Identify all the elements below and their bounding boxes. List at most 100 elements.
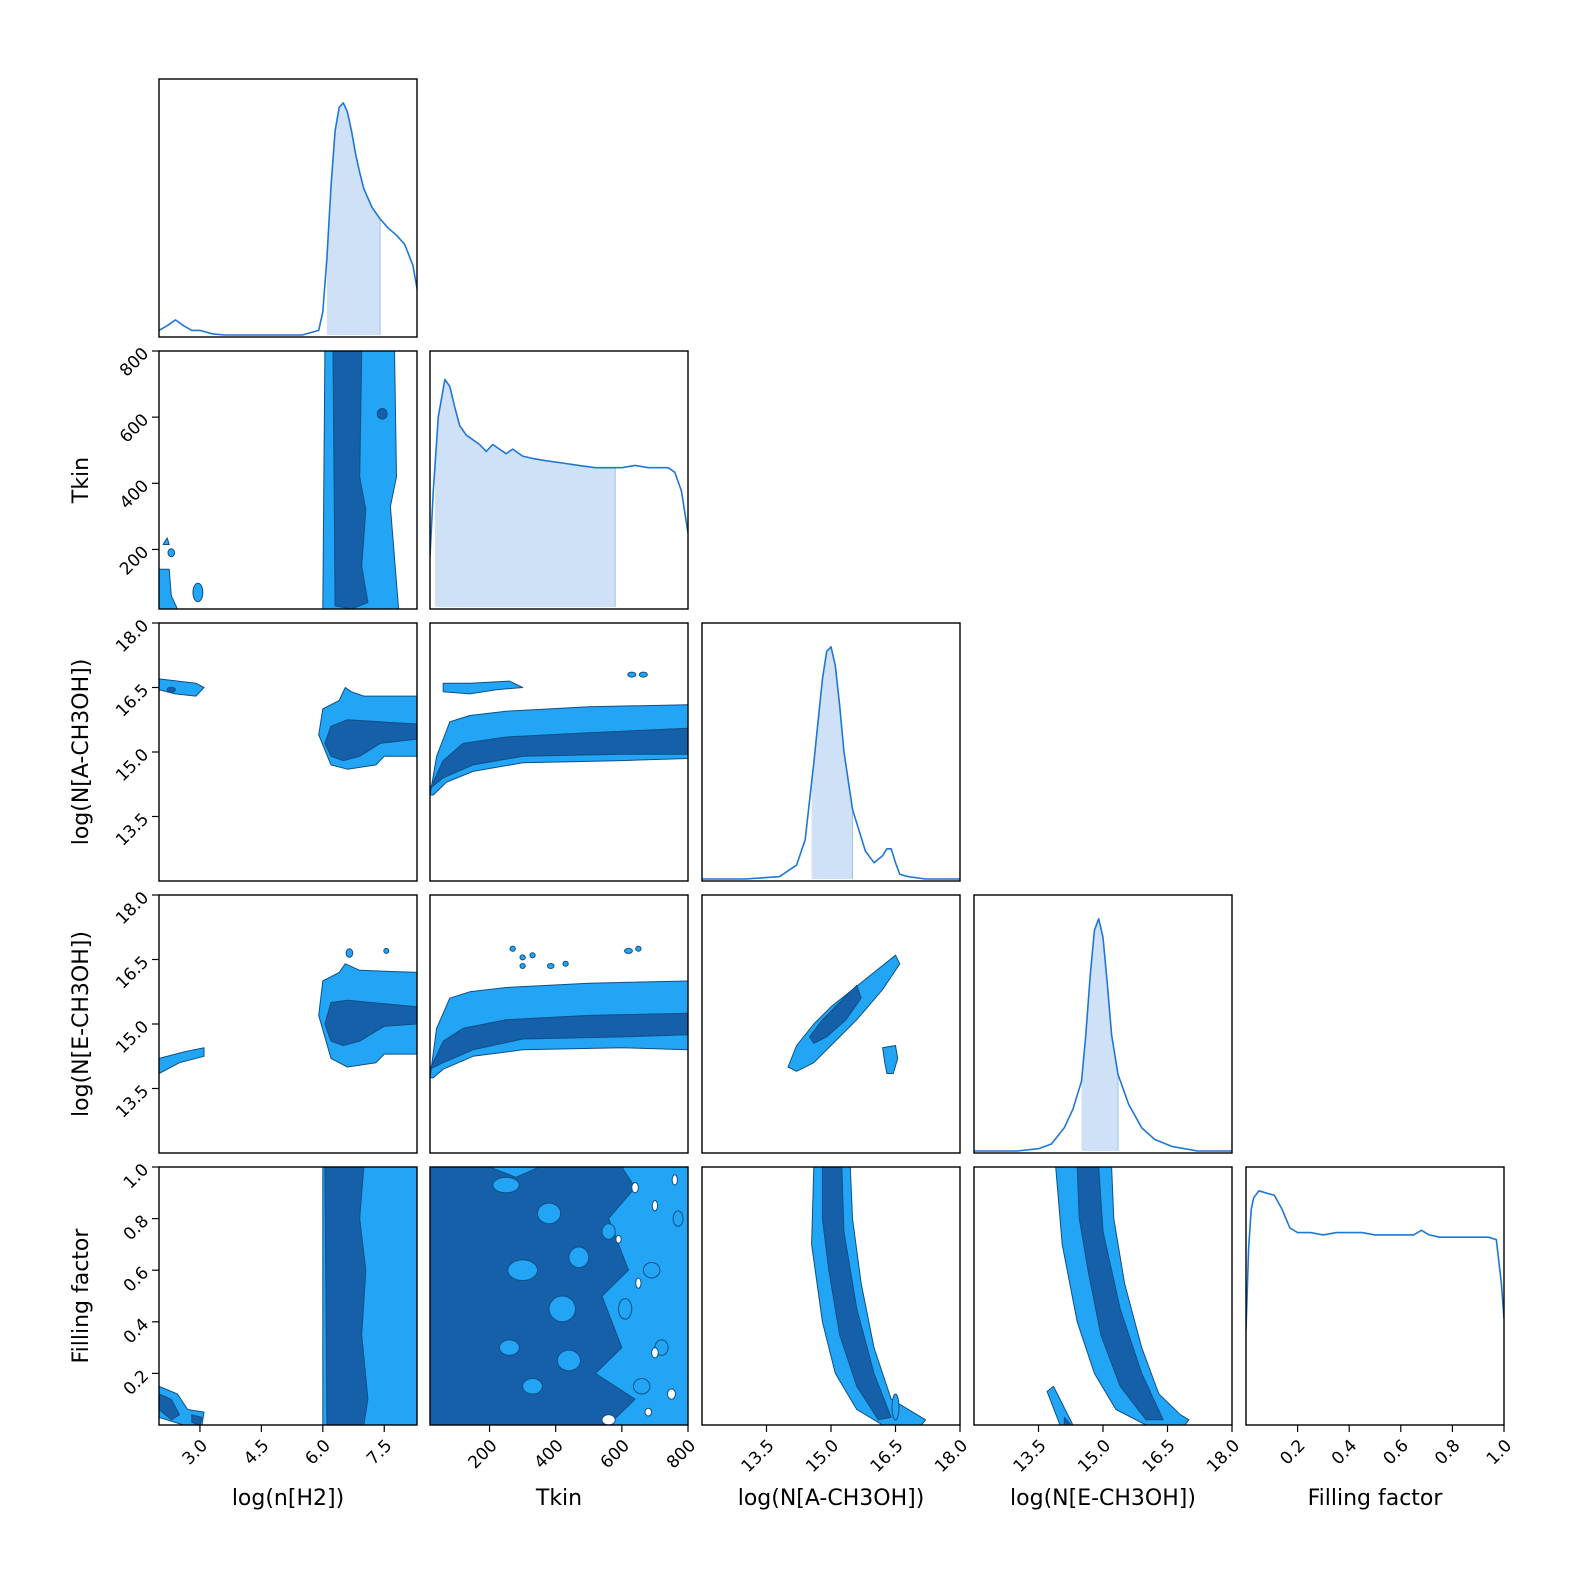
contour-island [642,1261,661,1279]
y-tick-label: 0.6 [120,1263,153,1296]
y-tick-label: 15.0 [112,745,153,786]
contour-island [546,962,555,969]
kde-line [1246,1190,1504,1331]
joint-panel-filling-factor-vs-tkin [429,1166,689,1426]
y-axis-label-log-n-a-ch3oh: log(N[A-CH3OH]) [69,659,94,846]
x-tick-label: 200 [464,1436,501,1473]
x-tick-label: 1.0 [1483,1436,1516,1469]
x-tick-label: 15.0 [1074,1436,1115,1477]
panel-frame [429,622,689,882]
y-tick-label: 13.5 [112,1081,153,1122]
y-tick-label: 0.8 [120,1212,153,1245]
hdi-region [435,379,616,607]
joint-panel-filling-factor-vs-log-n-a-ch3oh [701,1166,961,1426]
y-tick-label: 15.0 [112,1017,153,1058]
contour-island [618,1298,633,1320]
panel-frame [973,894,1233,1154]
contour-island [492,1176,520,1194]
contour-island [522,1378,543,1395]
hdi-region [326,102,381,335]
panel-frame [158,1166,418,1426]
x-axis-label-log-n-h2: log(n[H2]) [232,1486,344,1511]
contour-inner [1076,1167,1164,1421]
x-tick-label: 400 [531,1436,568,1473]
panel-frame [429,350,689,610]
x-tick-label: 18.0 [931,1436,972,1477]
y-tick-label: 400 [116,476,153,513]
joint-panel-log-n-a-ch3oh-vs-tkin [429,622,689,882]
x-tick-label: 6.0 [302,1436,335,1469]
y-tick-label: 0.4 [120,1315,153,1348]
x-tick-label: 0.8 [1431,1436,1464,1469]
contour-island [192,582,204,603]
contour-hole [631,1181,639,1194]
contour-hole [644,1407,653,1417]
y-axis-label-filling-factor: Filling factor [69,1228,94,1364]
x-tick-label: 13.5 [1010,1436,1051,1477]
y-tick-label: 16.5 [112,952,153,993]
y-axis-label-tkin: Tkin [69,457,94,504]
contour-outer [159,1047,205,1074]
contour-island [519,954,526,961]
x-tick-label: 15.0 [802,1436,843,1477]
panels-layer [158,78,1505,1426]
x-tick-label: 600 [597,1436,634,1473]
contour-hole [666,1388,676,1400]
panel-frame [158,78,418,338]
x-tick-label: 4.5 [240,1436,273,1469]
x-tick-label: 800 [663,1436,700,1473]
contour-island [891,1393,900,1421]
y-tick-label: 200 [116,542,153,579]
contour-island [568,1246,590,1269]
contour-island [638,671,648,678]
contour-island [167,548,176,558]
joint-panel-log-n-e-ch3oh-vs-tkin [429,894,689,1154]
contour-island [529,952,536,959]
contour-island [672,1210,684,1227]
x-tick-label: 7.5 [363,1436,396,1469]
marginal-panel-log-n-e-ch3oh [973,894,1233,1154]
x-tick-label: 18.0 [1203,1436,1244,1477]
contour-island [601,1223,616,1240]
hdi-region [811,646,853,879]
joint-panel-filling-factor-vs-log-n-h2 [158,1166,418,1426]
y-tick-label: 600 [116,410,153,447]
contour-island [345,948,354,958]
contour-hole [615,1234,622,1244]
contour-outer [159,678,205,697]
marginal-panel-log-n-h2 [158,78,418,338]
x-axis-label-tkin: Tkin [535,1486,582,1511]
marginal-panel-tkin [429,350,689,610]
contour-island [635,945,642,952]
x-tick-label: 3.0 [179,1436,212,1469]
contour-inner [324,1167,369,1425]
kde-line [159,102,417,336]
contour-island [548,1295,577,1323]
marginal-panel-log-n-a-ch3oh [701,622,961,882]
contour-island [507,1259,538,1282]
contour-outer [882,1045,899,1074]
contour-island [498,1339,520,1356]
contour-outer [1046,1385,1074,1425]
hdi-region [1081,918,1118,1151]
contour-inner [1063,1416,1072,1425]
contour-inner [159,1393,180,1421]
contour-inner [430,1167,636,1425]
contour-island [556,1349,582,1372]
kde-line [974,918,1232,1152]
joint-panel-filling-factor-vs-log-n-e-ch3oh [973,1166,1233,1426]
contour-hole [671,1174,678,1186]
joint-panel-log-n-e-ch3oh-vs-log-n-a-ch3oh [701,894,961,1154]
contour-island [627,671,637,678]
joint-panel-tkin-vs-log-n-h2 [158,350,418,610]
y-tick-label: 800 [116,344,153,381]
contour-island [519,962,526,969]
contour-inner [430,1012,688,1070]
kde-line [702,646,960,880]
y-axis-label-log-n-e-ch3oh: log(N[E-CH3OH]) [69,931,94,1117]
contour-island [537,1202,562,1225]
contour-inner [430,727,688,789]
contour-inner [809,984,862,1044]
x-axis-label-log-n-e-ch3oh: log(N[E-CH3OH]) [1010,1486,1196,1511]
panel-frame [429,1166,689,1426]
